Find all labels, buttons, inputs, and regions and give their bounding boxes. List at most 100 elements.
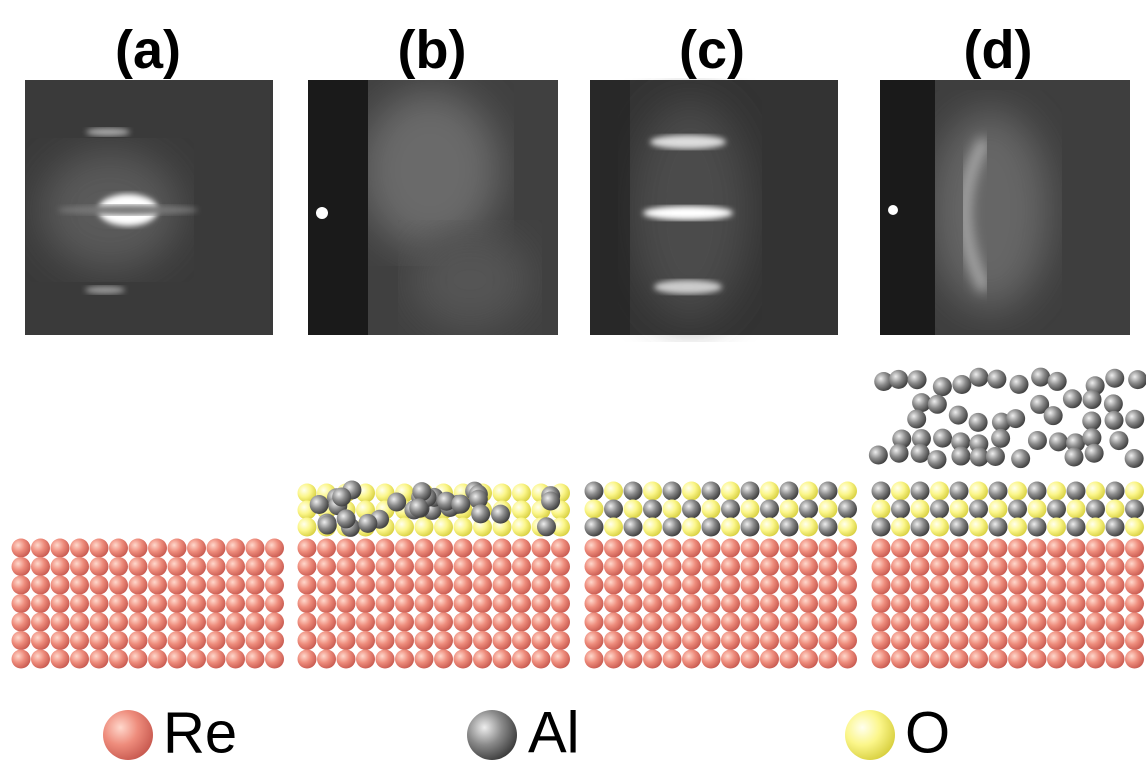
- atom: [265, 576, 284, 595]
- atom: [891, 482, 910, 501]
- atom: [1106, 557, 1125, 576]
- rheed-d: [880, 80, 1130, 335]
- atom: [532, 613, 551, 632]
- atom: [969, 613, 988, 632]
- atom: [512, 518, 531, 537]
- atom: [148, 650, 167, 669]
- atom: [317, 650, 336, 669]
- atom: [1125, 518, 1144, 537]
- atom: [969, 631, 988, 650]
- atom: [760, 557, 779, 576]
- atom: [454, 539, 473, 558]
- atom: [1067, 557, 1086, 576]
- atom: [702, 500, 721, 519]
- atom: [551, 557, 570, 576]
- atom: [741, 631, 760, 650]
- atom: [780, 500, 799, 519]
- atom: [1028, 539, 1047, 558]
- atom: [624, 482, 643, 501]
- atom: [950, 518, 969, 537]
- atom: [1086, 500, 1105, 519]
- atom: [1047, 557, 1066, 576]
- atom: [989, 594, 1008, 613]
- atom: [760, 594, 779, 613]
- atom: [512, 613, 531, 632]
- atom: [819, 594, 838, 613]
- atom: [493, 631, 512, 650]
- atom: [969, 368, 988, 387]
- atom: [187, 557, 206, 576]
- atom: [415, 518, 434, 537]
- atom: [512, 557, 531, 576]
- atom: [872, 576, 891, 595]
- atom: [604, 594, 623, 613]
- atom: [799, 631, 818, 650]
- atom: [1065, 448, 1084, 467]
- atom: [799, 539, 818, 558]
- atom: [148, 576, 167, 595]
- atom: [604, 613, 623, 632]
- atom: [1125, 449, 1144, 468]
- atom: [318, 516, 337, 535]
- atom: [911, 594, 930, 613]
- atom: [532, 576, 551, 595]
- atom: [1008, 631, 1027, 650]
- atom: [819, 576, 838, 595]
- atom: [415, 576, 434, 595]
- atom: [760, 631, 779, 650]
- legend-swatch: [845, 710, 895, 760]
- atom: [585, 482, 604, 501]
- atom: [585, 594, 604, 613]
- atom: [356, 631, 375, 650]
- atom: [187, 576, 206, 595]
- atom: [1044, 406, 1063, 425]
- atom: [819, 613, 838, 632]
- atom: [298, 576, 317, 595]
- atom: [1067, 482, 1086, 501]
- atom: [624, 631, 643, 650]
- atom: [356, 557, 375, 576]
- atom: [891, 594, 910, 613]
- atom: [585, 500, 604, 519]
- atom: [702, 518, 721, 537]
- atom: [838, 631, 857, 650]
- atom: [226, 631, 245, 650]
- atom: [1085, 444, 1104, 463]
- atom: [1125, 594, 1144, 613]
- atom: [585, 557, 604, 576]
- atom: [265, 650, 284, 669]
- atom: [187, 613, 206, 632]
- atom: [187, 539, 206, 558]
- atom: [471, 504, 490, 523]
- atom: [989, 539, 1008, 558]
- atom: [1128, 370, 1146, 389]
- atom: [1028, 518, 1047, 537]
- legend-swatch: [103, 710, 153, 760]
- atom: [930, 613, 949, 632]
- atom: [31, 576, 50, 595]
- atom: [1125, 482, 1144, 501]
- atom: [950, 594, 969, 613]
- atom: [624, 576, 643, 595]
- atom: [1106, 594, 1125, 613]
- atom: [148, 594, 167, 613]
- atom: [265, 631, 284, 650]
- atom: [702, 594, 721, 613]
- atom: [741, 518, 760, 537]
- atom: [512, 594, 531, 613]
- atom: [109, 576, 128, 595]
- atom: [1067, 576, 1086, 595]
- atom: [969, 539, 988, 558]
- atom: [1028, 482, 1047, 501]
- atom: [434, 594, 453, 613]
- atom: [819, 482, 838, 501]
- atom: [31, 594, 50, 613]
- atom: [356, 613, 375, 632]
- atom: [473, 557, 492, 576]
- atom: [838, 482, 857, 501]
- atom: [819, 557, 838, 576]
- atom: [702, 482, 721, 501]
- atom: [376, 631, 395, 650]
- atom: [741, 650, 760, 669]
- atom: [532, 557, 551, 576]
